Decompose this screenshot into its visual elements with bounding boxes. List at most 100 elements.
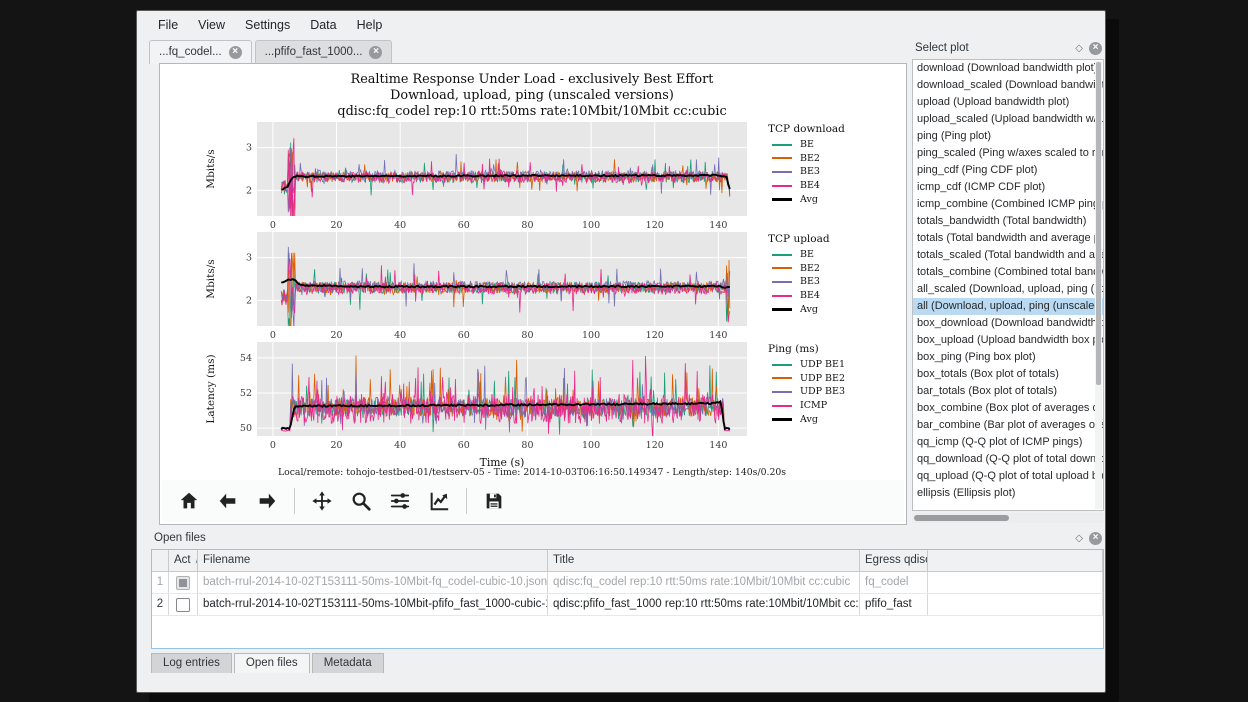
plot-list-item[interactable]: all_scaled (Download, upload, ping (scal…	[917, 283, 1103, 295]
plot-list-item[interactable]: icmp_combine (Combined ICMP ping plot)	[917, 198, 1103, 210]
sort-ascending-icon: ∧	[195, 550, 197, 571]
figure-canvas: Realtime Response Under Load - exclusive…	[162, 66, 902, 480]
document-tab-label: ...fq_codel...	[159, 46, 222, 58]
legend-entry: BE2	[756, 262, 896, 276]
legend-entry: UDP BE2	[756, 372, 896, 386]
plot-list-item[interactable]: totals_scaled (Total bandwidth and avera…	[917, 249, 1103, 261]
forward-arrow-icon	[259, 493, 276, 509]
legend-label: UDP BE2	[800, 372, 845, 384]
plot-list-item[interactable]: totals (Total bandwidth and average ping…	[917, 232, 1103, 244]
plot-list-item[interactable]: qq_upload (Q-Q plot of total upload band…	[917, 470, 1103, 482]
customize-button[interactable]	[424, 486, 454, 516]
plot-list-item[interactable]: ellipsis (Ellipsis plot)	[917, 487, 1016, 499]
menu-item[interactable]: Help	[356, 18, 383, 32]
plot-list-item[interactable]: ping (Ping plot)	[917, 130, 991, 142]
svg-text:100: 100	[582, 440, 600, 451]
dock-title: Open files	[154, 532, 206, 544]
plot-list-item[interactable]: box_combine (Box plot of averages of sev…	[917, 402, 1103, 414]
tab-close-icon[interactable]: ×	[369, 45, 383, 59]
svg-text:80: 80	[521, 330, 533, 341]
figure-title-line: qdisc:fq_codel rep:10 rtt:50ms rate:10Mb…	[337, 104, 727, 120]
plot-list-item[interactable]: totals_bandwidth (Total bandwidth)	[917, 215, 1087, 227]
legend-label: Avg	[800, 303, 818, 315]
plot-list-item[interactable]: upload_scaled (Upload bandwidth w/axes s…	[917, 113, 1103, 125]
menu-item[interactable]: Data	[310, 18, 337, 32]
plot-list-item[interactable]: box_totals (Box plot of totals)	[917, 368, 1059, 380]
home-button[interactable]	[174, 486, 204, 516]
table-row[interactable]: 1 batch-rrul-2014-10-02T153111-50ms-10Mb…	[152, 572, 1103, 594]
svg-text:2: 2	[246, 295, 252, 306]
back-button[interactable]	[213, 486, 243, 516]
zoom-button[interactable]	[346, 486, 376, 516]
plot-list-item[interactable]: download (Download bandwidth plot)	[917, 62, 1098, 74]
forward-button[interactable]	[252, 486, 282, 516]
bottom-tab[interactable]: Metadata	[311, 653, 384, 673]
legend-entry: BE4	[756, 289, 896, 303]
vertical-scrollbar[interactable]	[1095, 61, 1102, 509]
qdisc-column-header[interactable]: Egress qdisc	[860, 550, 928, 571]
plot-list-item[interactable]: download_scaled (Download bandwidth w/ax…	[917, 79, 1103, 91]
svg-text:40: 40	[394, 440, 406, 451]
filler-header	[928, 550, 1103, 571]
float-dock-icon[interactable]: ◇	[1075, 42, 1083, 54]
legend-entry: BE3	[756, 275, 896, 289]
active-checkbox[interactable]	[176, 575, 190, 590]
back-arrow-icon	[219, 493, 236, 509]
pan-button[interactable]	[307, 486, 337, 516]
tab-close-icon[interactable]: ×	[228, 45, 242, 59]
floppy-disk-icon	[486, 493, 502, 509]
scrollbar-handle[interactable]	[914, 515, 1009, 521]
scrollbar-handle[interactable]	[1096, 62, 1101, 385]
active-cell	[169, 594, 198, 615]
document-tab-label: ...pfifo_fast_1000...	[264, 46, 363, 58]
svg-text:80: 80	[521, 220, 533, 231]
document-tab[interactable]: ...pfifo_fast_1000... ×	[254, 40, 393, 64]
plot-list-item[interactable]: box_download (Download bandwidth box plo…	[917, 317, 1103, 329]
line-chart-icon	[430, 492, 449, 511]
plot-list-item[interactable]: totals_combine (Combined total bandwidth…	[917, 266, 1103, 278]
select-plot-header: Select plot ◇ ×	[912, 39, 1104, 57]
svg-text:50: 50	[240, 423, 252, 434]
title-column-header[interactable]: Title	[548, 550, 860, 571]
filler-cell	[928, 594, 1103, 615]
svg-text:80: 80	[521, 440, 533, 451]
filename-column-header[interactable]: Filename	[198, 550, 548, 571]
document-tab[interactable]: ...fq_codel... ×	[149, 40, 252, 64]
open-files-table: Act∧ Filename Title Egress qdisc 1 batch…	[151, 549, 1104, 649]
plot-list-item[interactable]: qq_download (Q-Q plot of total download …	[917, 453, 1103, 465]
plot-list-item[interactable]: qq_icmp (Q-Q plot of ICMP pings)	[917, 436, 1083, 448]
pan-icon	[312, 491, 332, 511]
chart-canvas: 0 20 40 60 80 100 120 140 2 3 Mbits/s	[205, 122, 747, 231]
plot-list-item[interactable]: ping_cdf (Ping CDF plot)	[917, 164, 1038, 176]
active-checkbox[interactable]	[176, 597, 190, 612]
plot-list-item[interactable]: box_ping (Ping box plot)	[917, 351, 1036, 363]
menu-item[interactable]: Settings	[245, 18, 291, 32]
chart-tcp-download: 0 20 40 60 80 100 120 140 2 3 Mbits/s TCP download B…	[162, 120, 902, 232]
table-header-row: Act∧ Filename Title Egress qdisc	[152, 550, 1103, 572]
table-row[interactable]: 2 batch-rrul-2014-10-02T153111-50ms-10Mb…	[152, 594, 1103, 616]
legend-label: UDP BE3	[800, 386, 845, 398]
plot-list-item[interactable]: icmp_cdf (ICMP CDF plot)	[917, 181, 1046, 193]
chart-legend: TCP upload BE BE2 BE3 BE4 Avg	[756, 233, 896, 316]
subplots-button[interactable]	[385, 486, 415, 516]
plot-list-item[interactable]: upload (Upload bandwidth plot)	[917, 96, 1070, 108]
plot-list-item[interactable]: all (Download, upload, ping (unscaled ve…	[913, 298, 1103, 315]
horizontal-scrollbar[interactable]	[912, 513, 1104, 523]
close-dock-icon[interactable]: ×	[1089, 41, 1102, 55]
bottom-tab[interactable]: Log entries	[151, 653, 232, 673]
row-number-cell: 2	[152, 594, 169, 615]
plot-list-item[interactable]: ping_scaled (Ping w/axes scaled to remov…	[917, 147, 1103, 159]
active-column-header[interactable]: Act∧	[169, 550, 198, 571]
magnifier-icon	[352, 492, 371, 511]
legend-line-swatch	[772, 417, 792, 421]
plot-list-item[interactable]: box_upload (Upload bandwidth box plot)	[917, 334, 1103, 346]
menu-item[interactable]: View	[198, 18, 226, 32]
float-dock-icon[interactable]: ◇	[1075, 532, 1083, 544]
plot-list-item[interactable]: bar_combine (Bar plot of averages of sev…	[917, 419, 1103, 431]
plot-list-item[interactable]: bar_totals (Box plot of totals)	[917, 385, 1058, 397]
legend-entry: Avg	[756, 412, 896, 426]
save-button[interactable]	[479, 486, 509, 516]
close-dock-icon[interactable]: ×	[1089, 531, 1102, 545]
bottom-tab[interactable]: Open files	[233, 653, 310, 673]
menu-item[interactable]: File	[158, 18, 179, 32]
